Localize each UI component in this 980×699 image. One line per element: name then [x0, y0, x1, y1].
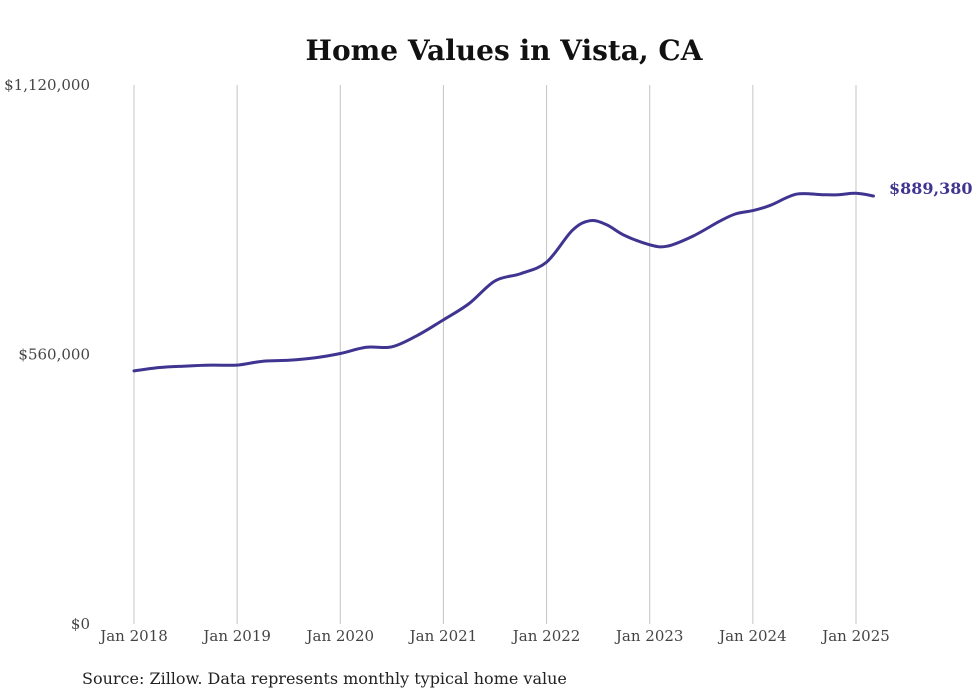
x-tick-label: Jan 2024 — [717, 627, 787, 645]
y-axis-tick-labels: $0 $560,000 $1,120,000 — [4, 76, 90, 633]
x-tick-label: Jan 2021 — [408, 627, 478, 645]
y-tick-label: $1,120,000 — [4, 76, 90, 94]
source-note: Source: Zillow. Data represents monthly … — [82, 669, 567, 688]
x-tick-label: Jan 2019 — [201, 627, 271, 645]
chart-title: Home Values in Vista, CA — [306, 34, 704, 67]
end-value-label: $889,380 — [889, 179, 973, 198]
vertical-gridlines — [133, 85, 857, 624]
x-tick-label: Jan 2018 — [98, 627, 168, 645]
x-axis-tick-labels: Jan 2018 Jan 2019 Jan 2020 Jan 2021 Jan 2022… — [98, 627, 890, 645]
x-tick-label: Jan 2022 — [511, 627, 581, 645]
x-tick-label: Jan 2020 — [305, 627, 375, 645]
y-tick-label: $560,000 — [18, 346, 90, 364]
series-line-home-value — [132, 191, 875, 373]
x-tick-label: Jan 2025 — [820, 627, 890, 645]
y-tick-label: $0 — [71, 615, 90, 633]
x-tick-label: Jan 2023 — [614, 627, 684, 645]
